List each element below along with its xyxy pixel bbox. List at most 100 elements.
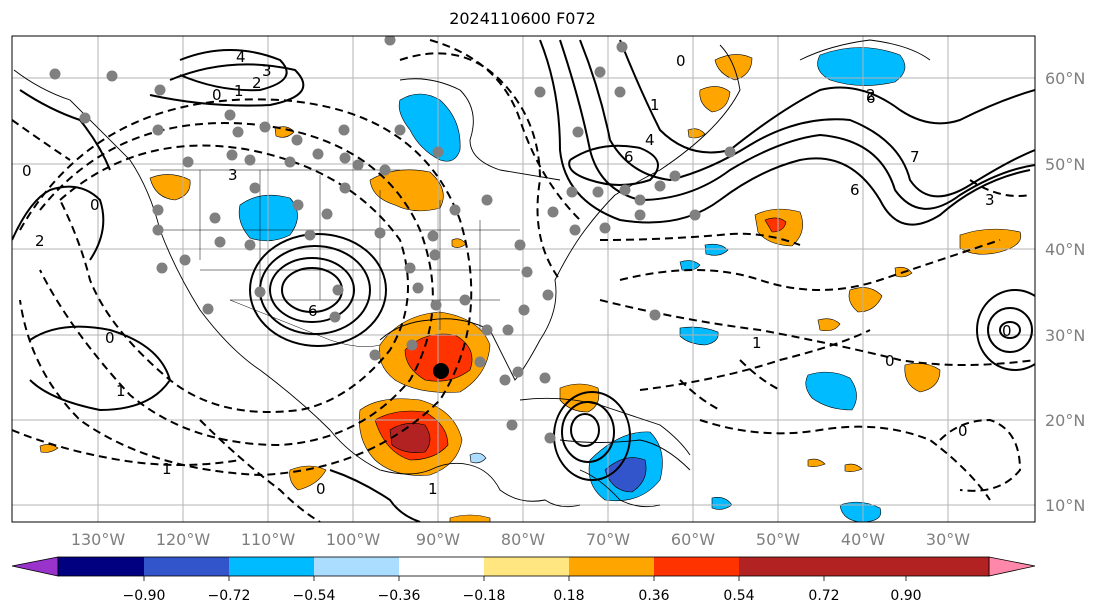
contour-label: 0 [105,329,115,347]
contour-label: 1 [650,96,660,114]
contours-solid [12,39,1035,522]
colorbar-tick-label: 0.90 [890,588,921,604]
colorbar-segment [654,557,739,576]
station-dots [49,36,736,444]
shade-darkred-mexico [389,423,431,453]
colorbar-tick-label: −0.54 [293,588,336,604]
shade-orange-south [449,514,491,522]
lon-label: 90°W [416,530,460,549]
contour-label: 1 [234,82,244,100]
contour-label: 6 [308,302,318,320]
colorbar-extend-low [11,556,59,577]
lat-label: 60°N [1045,69,1085,88]
map-panel: 4 3 2 0 1 0 1 4 6 6 6 7 3 0 2 6 0 1 0 1 … [12,36,1035,522]
contour-label: 0 [22,162,32,180]
contours-dashed [12,39,1035,522]
contour-label: 2 [866,86,876,104]
shade-orange-small3 [687,128,706,139]
shade-orange-atl5 [817,318,841,332]
shade-lightblue-small [469,452,487,464]
colorbar-segment [906,557,989,576]
shade-blue-south [839,501,882,522]
longitude-labels: 130°W 120°W 110°W 100°W 90°W 80°W 70°W 6… [71,530,970,549]
colorbar-tick-label: −0.72 [208,588,251,604]
shade-orange-small1 [39,444,59,453]
colorbar-segment [569,557,654,576]
map-title: 2024110600 F072 [449,9,596,28]
colorbar-tick-label: −0.90 [123,588,166,604]
lon-label: 130°W [71,530,126,549]
lon-label: 30°W [926,530,970,549]
latitude-labels: 60°N 50°N 40°N 30°N 20°N 10°N [1045,69,1085,515]
colorbar-segment [314,557,399,576]
contour-label: 0 [90,196,100,214]
contour-label: 0 [958,422,968,440]
colorbar-segment [229,557,314,576]
contour-label: 1 [162,460,172,478]
contour-label: 1 [752,334,762,352]
contour-label: 3 [262,62,272,80]
shade-orange-labrador [699,86,731,113]
contour-label: 2 [252,74,262,92]
contour-label: 1 [116,382,126,400]
colorbar-segment [484,557,569,576]
colorbar-segment [58,557,144,576]
shade-blue-atl2 [679,326,719,346]
shade-orange-small6 [844,463,863,472]
contour-label: 0 [212,86,222,104]
graticule [12,36,1035,522]
contour-label: 6 [866,89,876,107]
colorbar-segment [144,557,229,576]
contour-label: 4 [645,131,655,149]
shade-blue-hudson [398,93,461,162]
lon-label: 110°W [241,530,296,549]
shade-orange-atl4 [848,287,883,313]
contour-label: 4 [236,48,246,66]
lat-label: 30°N [1045,326,1085,345]
colorbar-extend-high [988,556,1036,577]
contour-label: 6 [624,148,634,166]
lon-label: 50°W [756,530,800,549]
map-frame [11,35,1036,523]
lon-label: 70°W [586,530,630,549]
lon-label: 40°W [841,530,885,549]
contour-label-group: 4 3 2 0 1 0 1 4 6 6 6 7 3 0 2 6 0 1 0 1 … [22,48,1012,498]
borders [150,169,520,347]
shade-blue-small2 [704,243,729,256]
colorbar-segment [399,557,484,576]
contour-label: 0 [885,352,895,370]
shade-orange-small5 [807,458,826,467]
contour-label: 3 [985,191,995,209]
shaded-fields [39,47,1022,522]
shade-red-atl1 [764,217,787,233]
shade-blue-atl [805,371,857,411]
contour-label: 0 [1002,322,1012,340]
lat-label: 40°N [1045,240,1085,259]
contour-label: 7 [910,148,920,166]
colorbar: −0.90 −0.72 −0.54 −0.36 −0.18 0.18 0.36 … [11,556,1036,604]
lat-label: 10°N [1045,496,1085,515]
black-marker [433,363,449,379]
lat-label: 20°N [1045,411,1085,430]
contour-label: 1 [428,480,438,498]
lon-label: 100°W [326,530,381,549]
colorbar-tick-label: −0.18 [463,588,506,604]
shade-blue-greenland [817,47,906,86]
colorbar-tick-label: −0.36 [378,588,421,604]
lon-label: 120°W [156,530,211,549]
lon-label: 80°W [501,530,545,549]
colorbar-tick-label: 0.36 [638,588,669,604]
contour-label: 0 [316,480,326,498]
colorbar-tick-label: 0.54 [723,588,754,604]
contour-label: 2 [35,232,45,250]
contour-label: 6 [850,181,860,199]
shade-orange-pnw [149,174,191,201]
contour-label: 3 [228,166,238,184]
lon-label: 60°W [671,530,715,549]
colorbar-segment [739,557,824,576]
lat-label: 50°N [1045,155,1085,174]
contour-label: 0 [676,52,686,70]
colorbar-tick-label: 0.18 [553,588,584,604]
colorbar-segment [824,557,906,576]
